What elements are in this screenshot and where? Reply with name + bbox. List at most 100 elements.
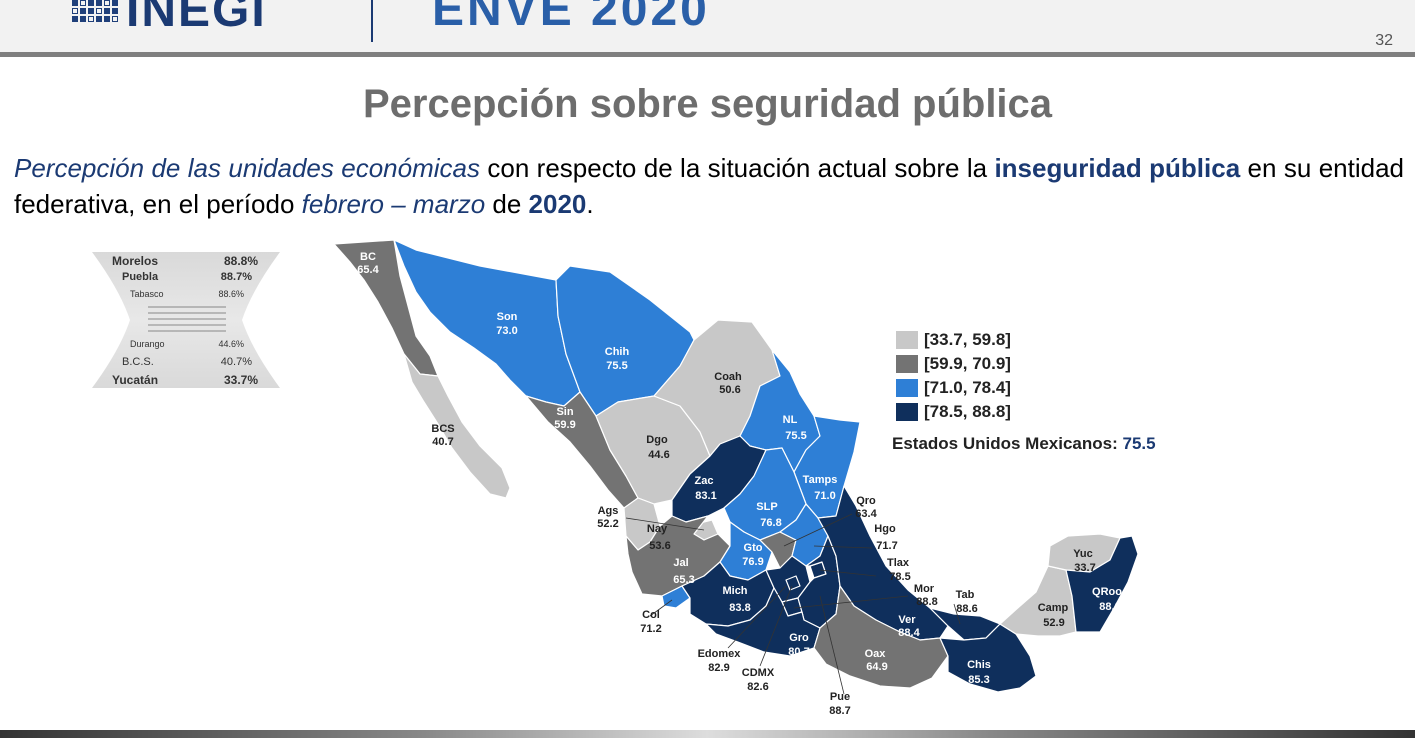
state-label-value: 71.7 (876, 540, 897, 552)
leader-line (819, 569, 877, 577)
national-total: Estados Unidos Mexicanos: 75.5 (892, 434, 1156, 454)
state-label-value: 75.5 (785, 430, 806, 442)
ranking-value: 88.7% (220, 271, 252, 283)
ranking-state: Tabasco (130, 289, 164, 299)
state-label-value: 82.9 (708, 662, 729, 674)
state-label-abbr: Tlax (887, 557, 910, 569)
state-label-abbr: Qro (856, 495, 876, 507)
state-label-value: 83.8 (729, 602, 750, 614)
leader-line (649, 599, 673, 617)
ranking-box: Morelos 88.8% Puebla 88.7% Tabasco 88.6%… (92, 250, 282, 390)
legend-row: [71.0, 78.4] (896, 376, 1011, 400)
ranking-background (92, 252, 280, 388)
state-label-abbr: Pue (830, 691, 850, 703)
state-label-value: 83.1 (695, 490, 716, 502)
state-label-abbr: Tab (956, 589, 975, 601)
ranking-state: Durango (130, 339, 165, 349)
state-label-value: 40.7 (432, 436, 453, 448)
state-label-value: 73.0 (496, 325, 517, 337)
state-label-value: 88.0 (1099, 601, 1120, 613)
national-value: 75.5 (1122, 434, 1156, 453)
subtitle-part: . (586, 189, 594, 219)
legend-swatch (896, 355, 918, 373)
subtitle-part: con respecto de la situación actual sobr… (480, 153, 995, 183)
state-label-value: 71.0 (814, 490, 835, 502)
state-label-value: 52.9 (1043, 617, 1064, 629)
state-ver[interactable] (817, 485, 949, 641)
state-chis[interactable] (939, 623, 1037, 693)
state-label-value: 52.2 (597, 518, 618, 530)
state-bcs[interactable] (403, 353, 511, 499)
state-label-value: 88.6 (956, 603, 977, 615)
state-label-value: 76.9 (742, 556, 763, 568)
state-label-value: 85.3 (968, 674, 989, 686)
state-label-abbr: BC (360, 251, 376, 263)
subtitle-part: en su entidad federativa, en el período (14, 153, 1404, 219)
ranking-value: 33.7% (223, 373, 258, 387)
subtitle-part: inseguridad pública (994, 153, 1241, 183)
slide-subtitle: Percepción de las unidades económicas co… (14, 150, 1404, 222)
leader-line (783, 513, 853, 547)
state-label-abbr: Nay (647, 523, 668, 535)
national-label: Estados Unidos Mexicanos: (892, 434, 1123, 453)
ranking-state: B.C.S. (122, 356, 154, 368)
state-label-value: 80.7 (788, 646, 809, 658)
state-label-abbr: Chis (967, 659, 991, 671)
state-label-value: 59.9 (554, 419, 575, 431)
legend-swatch (896, 403, 918, 421)
state-label-abbr: Hgo (874, 523, 896, 535)
inegi-logo: INEGI (72, 0, 267, 37)
state-label-value: 44.6 (648, 449, 669, 461)
ranking-value: 44.6% (218, 339, 244, 349)
state-label-abbr: Son (497, 311, 518, 323)
leader-line (953, 603, 961, 625)
ranking-value: 88.6% (218, 289, 244, 299)
state-label-value: 63.4 (855, 508, 877, 520)
state-cdmx[interactable] (785, 575, 801, 591)
legend-swatch (896, 331, 918, 349)
logo-grid-icon (72, 0, 118, 22)
ranking-state: Puebla (122, 271, 159, 283)
ranking-value: 88.8% (223, 254, 258, 268)
leader-line (625, 517, 705, 531)
legend-label: [59.9, 70.9] (924, 354, 1011, 373)
state-label-abbr: Ver (898, 614, 916, 626)
state-label-value: 65.3 (673, 574, 694, 586)
state-label-abbr: Col (642, 609, 660, 621)
page-number: 32 (1375, 32, 1393, 49)
state-label-abbr: CDMX (742, 667, 775, 679)
ranking-value: 40.7% (220, 356, 252, 368)
state-label-value: 50.6 (719, 384, 740, 396)
mexico-choropleth-map: BC 65.4 Son 73.0 Chih 75.5 Coah 50.6 NL … (333, 239, 1139, 717)
state-label-value: 53.6 (649, 540, 670, 552)
state-label-abbr: Chih (605, 346, 630, 358)
legend-row: [33.7, 59.8] (896, 328, 1011, 352)
state-label-abbr: SLP (756, 501, 777, 513)
ranking-state: Morelos (112, 254, 159, 268)
state-label-abbr: Mor (914, 583, 935, 595)
state-label-value: 71.2 (640, 623, 661, 635)
state-label-value: 33.7 (1074, 562, 1095, 574)
legend-label: [33.7, 59.8] (924, 330, 1011, 349)
legend-label: [78.5, 88.8] (924, 402, 1011, 421)
subtitle-part: de (485, 189, 529, 219)
state-label-abbr: Dgo (646, 434, 668, 446)
state-label-value: 64.9 (866, 661, 887, 673)
state-qroo[interactable] (1065, 535, 1139, 633)
state-gro[interactable] (705, 587, 821, 657)
state-label-abbr: Sin (556, 406, 573, 418)
subtitle-part: 2020 (528, 189, 587, 219)
state-label-abbr: Gto (744, 542, 763, 554)
state-label-abbr: Edomex (698, 648, 742, 660)
leader-line (727, 585, 787, 649)
leader-line (819, 595, 845, 695)
state-label-value: 75.5 (606, 360, 627, 372)
state-label-abbr: Coah (714, 371, 742, 383)
state-label-abbr: Mich (722, 585, 747, 597)
bottom-strip (0, 730, 1415, 738)
legend-swatch (896, 379, 918, 397)
logo-text: INEGI (126, 0, 267, 37)
state-label-abbr: NL (783, 414, 798, 426)
header-divider (371, 0, 373, 42)
subtitle-part: febrero – marzo (301, 189, 486, 219)
